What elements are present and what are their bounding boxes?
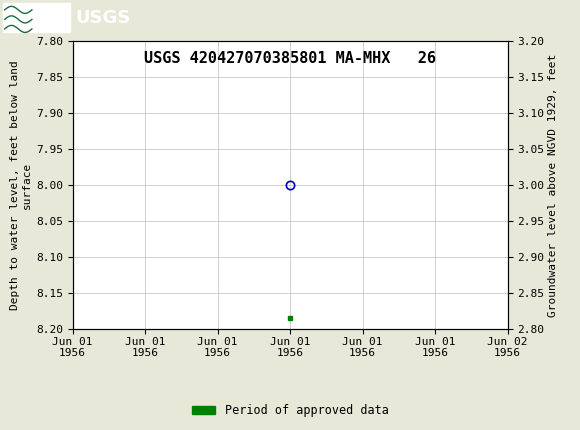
- Text: USGS: USGS: [75, 9, 130, 27]
- Text: USGS 420427070385801 MA-MHX   26: USGS 420427070385801 MA-MHX 26: [144, 52, 436, 66]
- Y-axis label: Depth to water level, feet below land
surface: Depth to water level, feet below land su…: [10, 60, 32, 310]
- Legend: Period of approved data: Period of approved data: [187, 399, 393, 422]
- Y-axis label: Groundwater level above NGVD 1929, feet: Groundwater level above NGVD 1929, feet: [548, 53, 559, 316]
- Bar: [3, 3, 70, 32]
